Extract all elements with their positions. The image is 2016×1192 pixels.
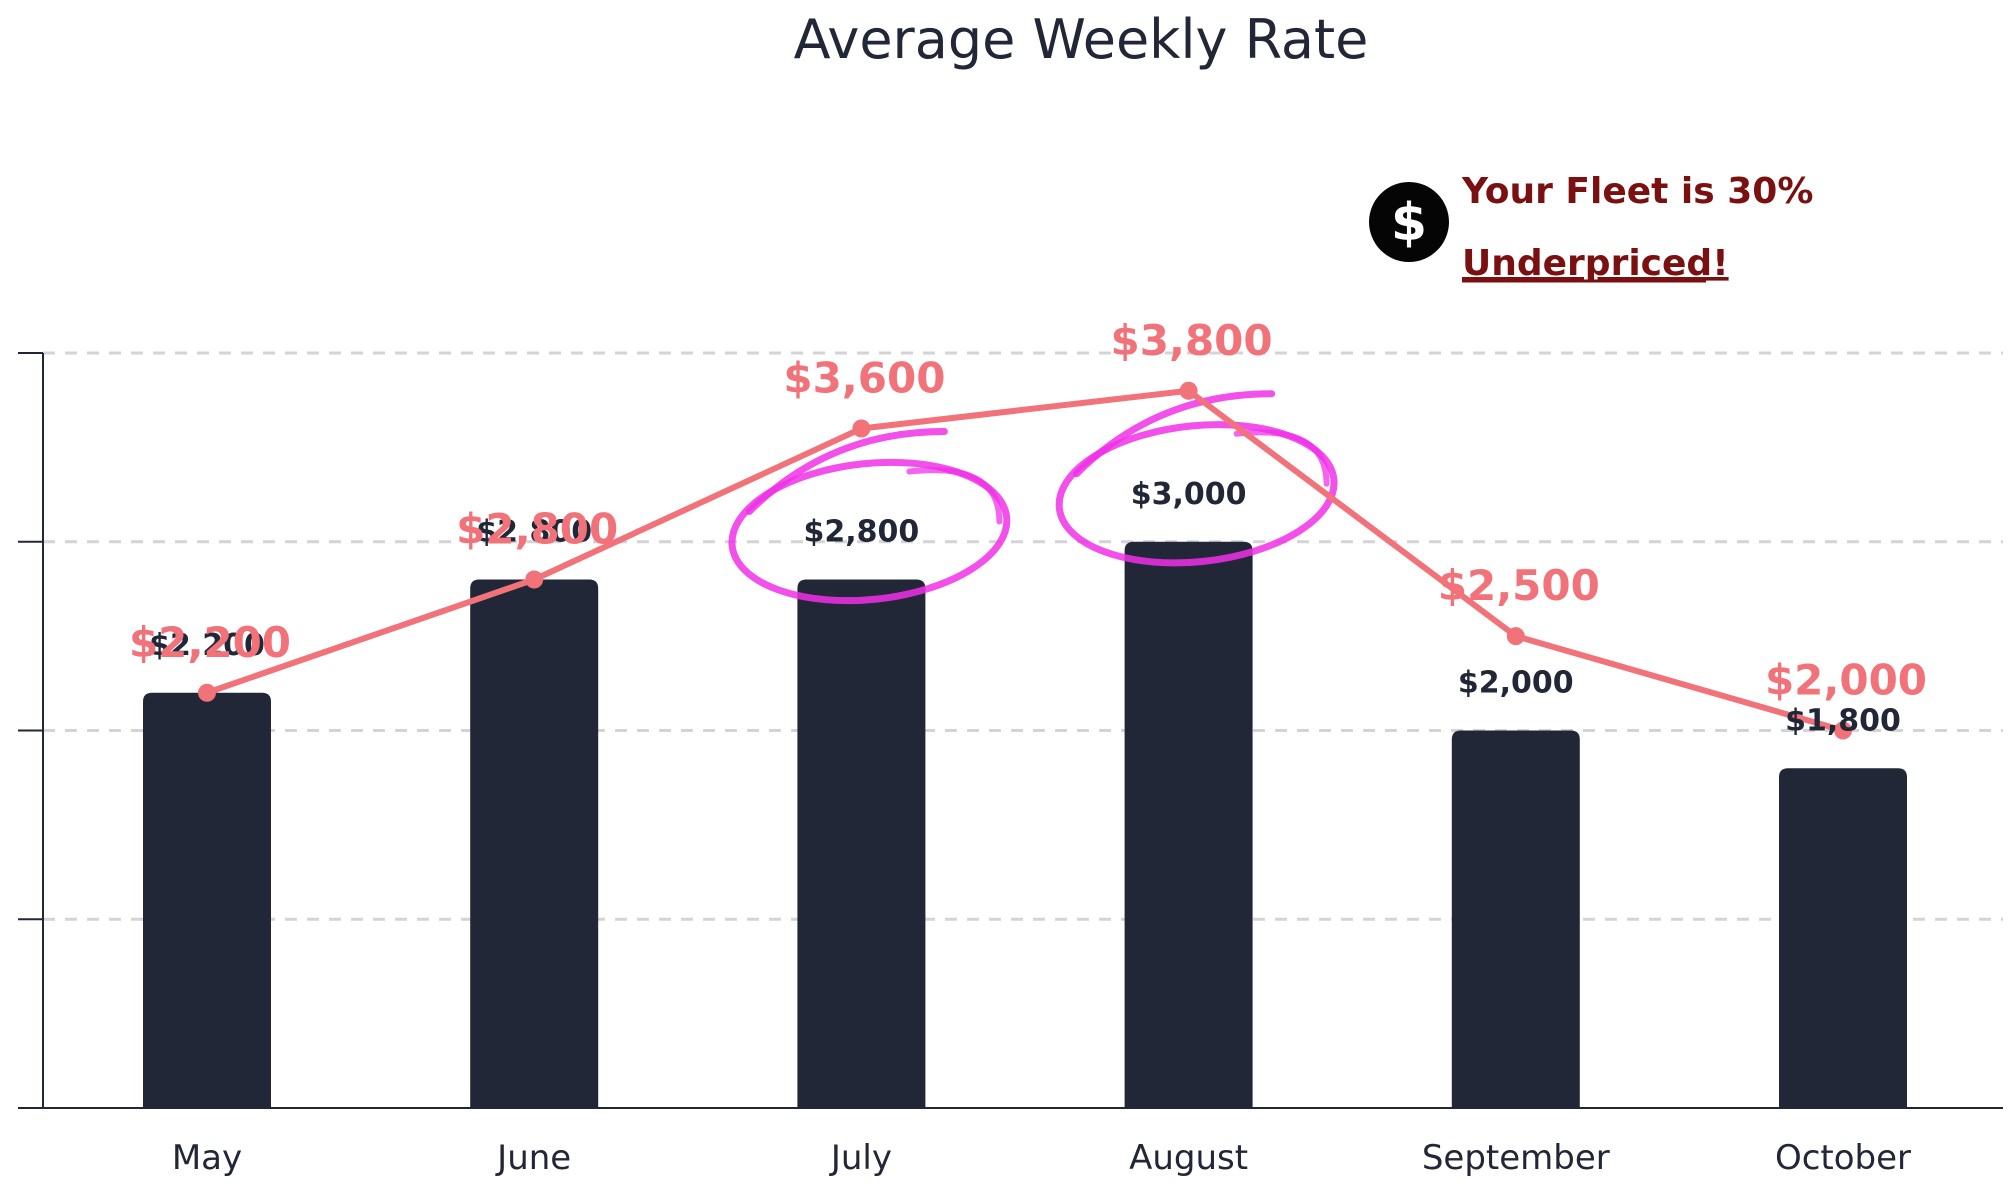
line-series	[198, 381, 1852, 740]
bar-value-label: $2,800	[476, 515, 592, 550]
x-tick-label: August	[1129, 1138, 1248, 1178]
bar-series	[143, 541, 1907, 1108]
highlight-circle-august	[1055, 390, 1338, 567]
x-axis-ticks: May June July August September October	[172, 1138, 1911, 1178]
line-point-july	[852, 419, 871, 438]
line-value-label: $3,600	[783, 354, 945, 403]
dollar-icon-glyph: $	[1391, 193, 1427, 253]
grid	[43, 351, 2003, 921]
bar-value-label: $3,000	[1131, 477, 1247, 512]
axes	[18, 352, 2003, 1109]
bar-value-label: $1,800	[1785, 703, 1901, 738]
line-value-label: $3,800	[1111, 316, 1273, 365]
line-point-september	[1506, 627, 1525, 646]
chart-title: Average Weekly Rate	[794, 8, 1369, 71]
callout-link-underpriced[interactable]: Underpriced!	[1462, 243, 1729, 284]
line-point-june	[525, 570, 544, 589]
bar-june	[470, 579, 599, 1108]
callout-line-1: Your Fleet is 30%	[1461, 171, 1813, 212]
x-tick-label: May	[172, 1138, 242, 1178]
dollar-icon	[1369, 182, 1449, 262]
line-series-path	[206, 387, 1844, 734]
highlight-annotations	[728, 390, 1338, 605]
line-value-label: $2,200	[129, 618, 291, 667]
bar-october	[1779, 768, 1907, 1108]
bar-july	[797, 579, 926, 1108]
line-point-august	[1179, 381, 1198, 400]
x-tick-label: September	[1422, 1138, 1610, 1178]
bar-value-label: $2,000	[1458, 666, 1574, 701]
underpriced-callout: $ Your Fleet is 30% Underpriced!	[1369, 171, 1813, 284]
line-point-october	[1834, 721, 1852, 740]
line-value-label: $2,800	[456, 505, 618, 554]
x-tick-label: July	[829, 1138, 892, 1178]
bar-may	[143, 692, 271, 1108]
bar-value-label: $2,200	[149, 628, 265, 663]
line-point-may	[198, 683, 216, 702]
x-tick-label: October	[1775, 1138, 1911, 1178]
bar-value-label: $2,800	[804, 515, 920, 550]
line-value-label: $2,500	[1438, 561, 1600, 610]
line-value-label: $2,000	[1765, 656, 1927, 705]
highlight-circle-july	[728, 428, 1011, 605]
bar-august	[1124, 541, 1253, 1108]
x-tick-label: June	[495, 1138, 571, 1178]
bar-september	[1451, 730, 1580, 1108]
data-labels: $2,200$2,800 $2,800$3,000$2,000$1,800$2,2…	[129, 316, 1927, 739]
